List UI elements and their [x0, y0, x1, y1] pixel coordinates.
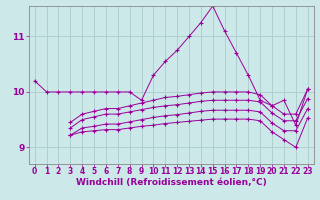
X-axis label: Windchill (Refroidissement éolien,°C): Windchill (Refroidissement éolien,°C) — [76, 178, 267, 187]
